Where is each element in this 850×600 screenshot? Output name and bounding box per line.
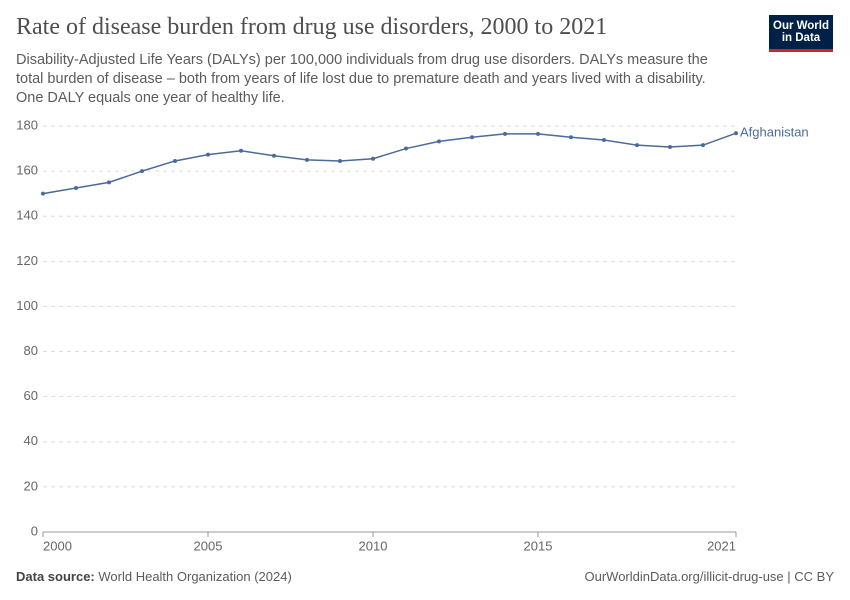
- y-tick-label: 180: [16, 117, 38, 132]
- series-line: [42, 132, 737, 195]
- data-point: [140, 169, 144, 174]
- data-point: [536, 131, 540, 136]
- x-tick-label: 2021: [707, 538, 736, 553]
- footer-source: Data source: World Health Organization (…: [16, 569, 292, 584]
- chart-subtitle: Disability-Adjusted Life Years (DALYs) p…: [16, 52, 708, 106]
- x-tick-label: 2015: [524, 538, 553, 553]
- data-point: [437, 139, 441, 144]
- footer-credit[interactable]: OurWorldinData.org/illicit-drug-use | CC…: [584, 569, 835, 584]
- data-point: [734, 131, 738, 136]
- x-tick-label: 2010: [359, 538, 388, 553]
- y-tick-label: 140: [16, 208, 38, 223]
- y-tick-label: 160: [16, 163, 38, 178]
- data-point: [107, 180, 111, 185]
- data-point: [668, 144, 672, 149]
- data-point: [701, 143, 705, 148]
- data-point: [239, 148, 243, 153]
- data-point: [74, 186, 78, 191]
- data-point: [503, 131, 507, 136]
- source-label: Data source:: [16, 569, 95, 584]
- y-tick-label: 120: [16, 253, 38, 268]
- data-point: [635, 143, 639, 148]
- data-point: [173, 158, 177, 163]
- y-tick-label: 20: [24, 478, 38, 493]
- y-tick-label: 40: [24, 433, 38, 448]
- data-point: [272, 153, 276, 158]
- y-tick-label: 60: [24, 388, 38, 403]
- x-tick-label: 2000: [43, 538, 72, 553]
- data-point: [41, 191, 45, 196]
- data-point: [305, 157, 309, 162]
- logo[interactable]: Our World in Data: [769, 15, 833, 52]
- data-point: [569, 135, 573, 140]
- data-point: [338, 158, 342, 163]
- y-tick-label: 100: [16, 298, 38, 313]
- data-point: [470, 135, 474, 140]
- chart-title: Rate of disease burden from drug use dis…: [16, 14, 608, 40]
- data-point: [404, 146, 408, 151]
- y-tick-label: 80: [24, 343, 38, 358]
- data-point: [206, 152, 210, 157]
- data-point: [371, 156, 375, 161]
- data-point: [602, 137, 606, 142]
- y-tick-label: 0: [31, 523, 38, 538]
- series-label: Afghanistan: [740, 125, 809, 140]
- x-tick-label: 2005: [194, 538, 223, 553]
- source: World Health Organization (2024): [98, 569, 292, 584]
